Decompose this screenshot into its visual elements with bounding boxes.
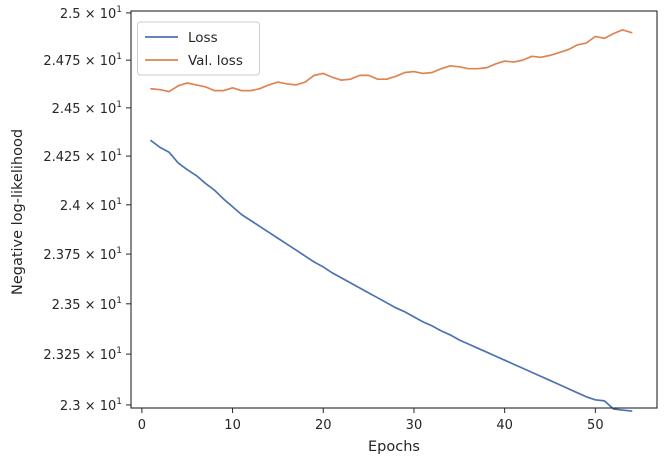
x-tick-label: 40 [496,418,513,433]
y-tick-label: 2.35 × 101 [52,296,122,313]
axis-ticks: 0 10 20 30 40 50 2.3 × 101 2.325 × 101 2.35 × 10… [43,5,603,433]
y-tick-label: 2.45 × 101 [52,100,122,117]
legend: Loss Val. loss [137,21,260,76]
x-tick-label: 20 [315,418,332,433]
series-line-val-loss [150,28,633,93]
x-tick-label: 30 [406,418,423,433]
y-tick-label: 2.5 × 101 [60,5,122,22]
y-tick-label: 2.3 × 101 [60,397,122,414]
x-tick-label: 50 [587,418,604,433]
legend-val-loss-label: Val. loss [188,53,243,69]
legend-box [137,21,260,76]
y-tick-label: 2.475 × 101 [43,52,122,69]
legend-loss-label: Loss [188,30,218,46]
y-tick-label: 2.425 × 101 [43,148,122,165]
y-axis-label: Negative log-likelihood [10,129,26,295]
y-tick-label: 2.4 × 101 [60,197,122,214]
plot-area [150,28,633,412]
y-tick-label: 2.375 × 101 [43,246,122,263]
plot-frame [130,10,658,409]
x-tick-label: 0 [138,418,146,433]
series-line-loss [150,139,633,412]
x-tick-label: 10 [224,418,241,433]
y-tick-label: 2.325 × 101 [43,346,122,363]
x-axis-label: Epochs [368,439,420,455]
